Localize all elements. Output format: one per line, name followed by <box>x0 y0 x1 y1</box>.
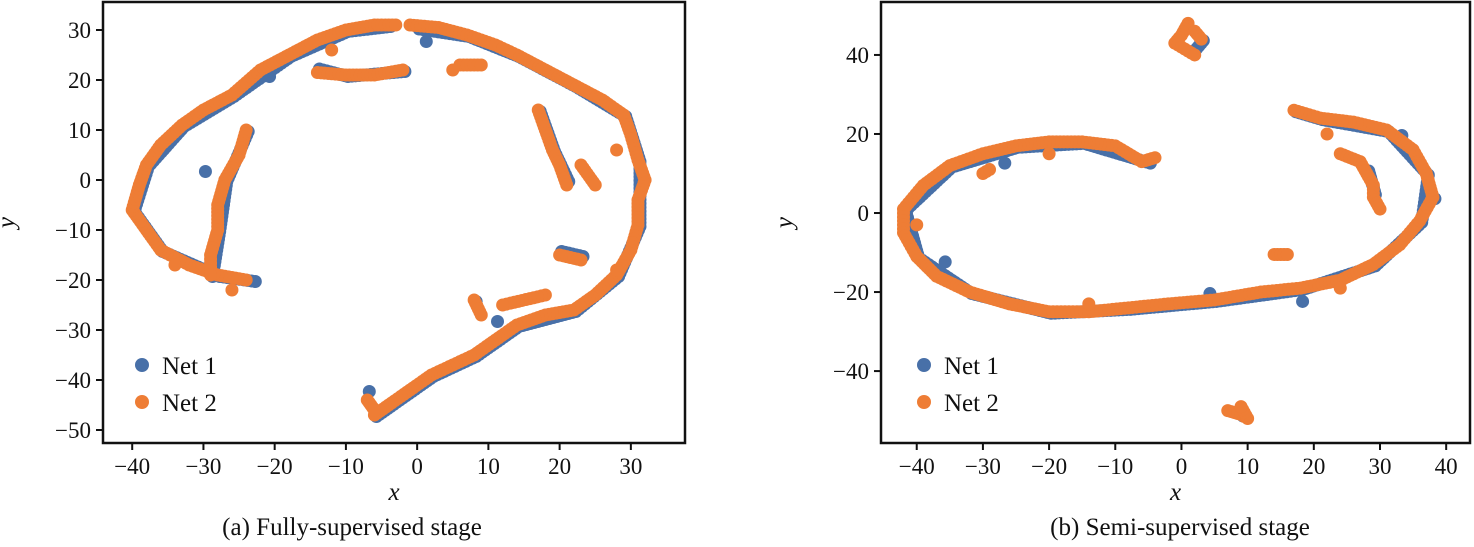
data-point <box>1320 127 1334 141</box>
data-point <box>389 18 403 32</box>
data-point <box>588 178 602 192</box>
y-tick-label: 20 <box>846 122 869 147</box>
y-tick-label: −40 <box>833 359 869 384</box>
data-point <box>496 298 510 312</box>
x-tick-label: 10 <box>477 454 500 479</box>
data-point <box>491 315 505 328</box>
data-point <box>325 43 339 57</box>
data-point <box>396 63 410 77</box>
x-tick-label: 30 <box>619 454 642 479</box>
panel-caption: (b) Semi-supervised stage <box>1050 514 1310 541</box>
legend: Net 1 Net 2 <box>917 353 999 417</box>
data-point <box>938 255 952 269</box>
y-tick-label: −20 <box>833 280 869 305</box>
x-tick-label: −40 <box>899 454 935 479</box>
y-tick-label: 0 <box>80 168 92 193</box>
series-net-2 <box>897 16 1440 425</box>
data-point <box>1287 103 1301 117</box>
data-point <box>474 58 488 72</box>
data-point <box>446 63 460 77</box>
data-point <box>1234 400 1248 414</box>
y-tick-label: 20 <box>68 68 91 93</box>
x-tick-label: −30 <box>185 454 221 479</box>
x-axis-label: x <box>387 479 399 506</box>
y-tick-label: 40 <box>846 43 869 68</box>
data-point <box>983 163 997 177</box>
data-point <box>204 268 218 282</box>
data-point <box>610 143 624 157</box>
data-point <box>1280 248 1294 262</box>
x-tick-label: −10 <box>328 454 364 479</box>
data-point <box>367 403 381 417</box>
x-tick-label: −30 <box>965 454 1001 479</box>
x-tick-label: 0 <box>411 454 423 479</box>
data-point <box>610 263 624 277</box>
legend-label: Net 1 <box>944 353 999 380</box>
data-point <box>574 253 588 267</box>
panel-a-fully-supervised: −40 −30 −20 −10 0 10 20 30 30 20 10 0 −10 −20 −30 −40 −5… <box>0 0 687 541</box>
x-tick-label: −20 <box>257 454 293 479</box>
x-tick-label: 40 <box>1435 454 1458 479</box>
data-point <box>560 178 574 192</box>
data-point <box>1373 202 1387 216</box>
legend-label: Net 2 <box>944 390 999 417</box>
legend-marker <box>917 395 931 409</box>
legend-label: Net 2 <box>162 390 217 417</box>
data-point <box>998 156 1012 170</box>
data-point <box>1188 48 1202 62</box>
y-tick-label: −10 <box>55 218 91 243</box>
data-point <box>1082 297 1096 311</box>
x-tick-label: 30 <box>1368 454 1391 479</box>
x-axis-label: x <box>1169 479 1181 506</box>
legend-label: Net 1 <box>162 353 217 380</box>
y-tick-label: 10 <box>68 118 91 143</box>
y-tick-label: 30 <box>68 18 91 43</box>
panel-b-semi-supervised: −40 −30 −20 −10 0 10 20 30 40 40 20 0 −20 −40 x y (b) Se… <box>771 0 1472 541</box>
data-point <box>1296 294 1310 308</box>
y-tick-label: −50 <box>55 418 91 443</box>
legend-marker <box>135 395 149 409</box>
panel-caption: (a) Fully-supervised stage <box>222 514 482 541</box>
x-tick-label: 10 <box>1236 454 1259 479</box>
data-point <box>1194 32 1208 46</box>
x-tick-label: 0 <box>1176 454 1188 479</box>
axes-frame <box>879 0 1472 445</box>
legend: Net 1 Net 2 <box>135 353 217 417</box>
data-point <box>168 258 182 272</box>
data-point <box>419 35 433 48</box>
x-tick-label: −20 <box>1031 454 1067 479</box>
series-net-2 <box>125 18 652 422</box>
data-point <box>474 308 488 322</box>
x-tick-label: −40 <box>114 454 150 479</box>
x-tick-label: −10 <box>1097 454 1133 479</box>
y-tick-label: −30 <box>55 318 91 343</box>
y-tick-label: −20 <box>55 268 91 293</box>
data-point <box>910 218 924 232</box>
legend-marker <box>135 358 149 372</box>
axes-frame <box>101 0 687 445</box>
data-point <box>1333 281 1347 295</box>
data-point <box>225 283 239 297</box>
x-tick-label: 20 <box>1302 454 1325 479</box>
y-tick-label: −40 <box>55 368 91 393</box>
y-tick-label: 0 <box>858 201 870 226</box>
y-axis-label: y <box>771 216 798 231</box>
data-point <box>198 165 212 178</box>
y-axis-label: y <box>0 216 20 231</box>
x-tick-label: 20 <box>548 454 571 479</box>
data-point <box>1042 147 1056 161</box>
legend-marker <box>917 358 931 372</box>
